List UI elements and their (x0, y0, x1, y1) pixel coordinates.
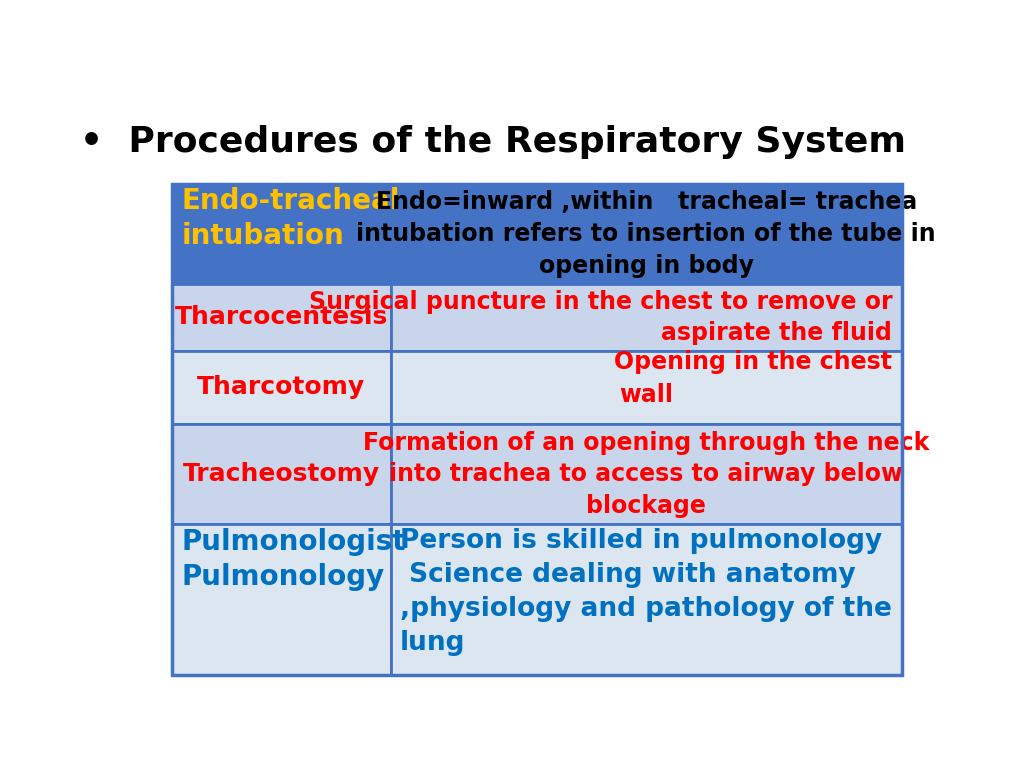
Text: Tracheostomy: Tracheostomy (182, 462, 380, 486)
Bar (172, 184, 391, 284)
Text: •  Procedures of the Respiratory System: • Procedures of the Respiratory System (80, 124, 906, 159)
Bar (391, 424, 902, 525)
Bar (391, 351, 902, 424)
Text: Formation of an opening through the neck
into trachea to access to airway below
: Formation of an opening through the neck… (364, 431, 930, 518)
Text: Endo=inward ,within   tracheal= trachea
intubation refers to insertion of the tu: Endo=inward ,within tracheal= trachea in… (356, 190, 936, 277)
Bar (391, 184, 902, 284)
Text: Opening in the chest: Opening in the chest (614, 349, 892, 374)
Bar (172, 284, 391, 351)
Text: Endo-tracheal
intubation: Endo-tracheal intubation (181, 187, 399, 250)
Bar (172, 424, 391, 525)
Bar (172, 351, 391, 424)
Text: Tharcocentesis: Tharcocentesis (174, 306, 388, 329)
Text: Surgical puncture in the chest to remove or
aspirate the fluid: Surgical puncture in the chest to remove… (308, 290, 892, 345)
Bar (172, 525, 391, 674)
Bar (172, 184, 902, 674)
Bar (391, 284, 902, 351)
Text: Pulmonologist
Pulmonology: Pulmonologist Pulmonology (181, 528, 406, 591)
Text: Person is skilled in pulmonology
 Science dealing with anatomy
,physiology and p: Person is skilled in pulmonology Science… (400, 528, 892, 656)
Text: wall: wall (620, 382, 673, 407)
Text: Tharcotomy: Tharcotomy (197, 376, 366, 399)
Bar (391, 525, 902, 674)
